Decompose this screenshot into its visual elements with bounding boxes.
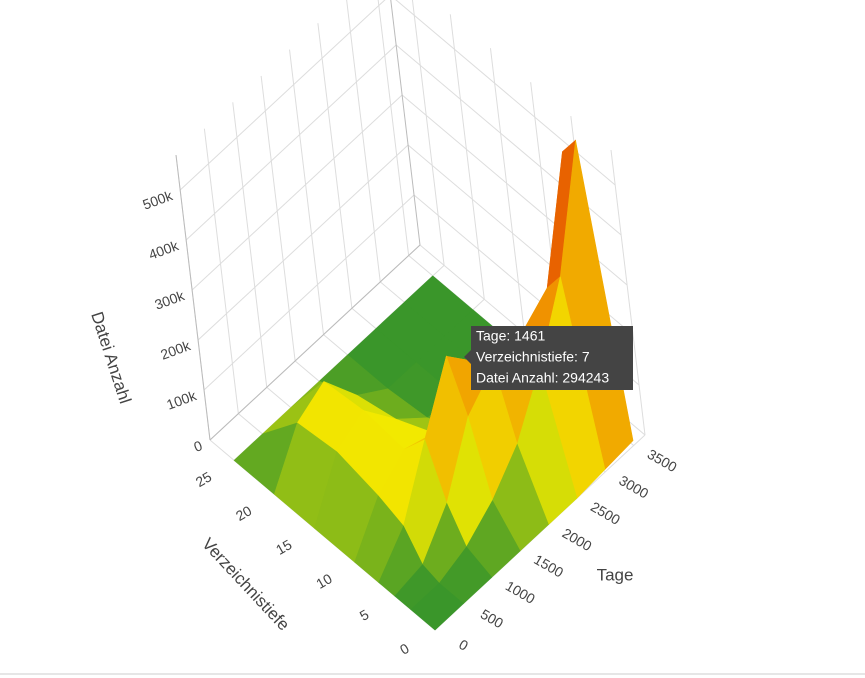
x-grid-line [289,49,325,335]
y-tick-label: 20 [233,502,255,524]
z-grid-line [191,94,403,291]
tooltip-pointer [464,350,471,364]
y-grid-line [489,48,525,334]
y-tick-label: 25 [193,468,215,490]
axis-edge [209,244,421,441]
x-axis-title: Tage [597,565,634,584]
x-grid-line [203,128,239,414]
tooltip-line: Tage: 1461 [476,328,545,344]
x-grid-line [346,0,381,282]
x-grid-line [260,75,296,362]
axis-edge [175,154,211,441]
y-grid-line [610,149,646,436]
tooltip-box [471,326,633,390]
y-grid-line [411,0,445,266]
x-grid-line [377,0,410,256]
tooltip-line: Datei Anzahl: 294243 [476,370,609,386]
tooltip-line: Verzeichnistiefe: 7 [476,349,590,365]
x-grid-line [317,23,353,309]
z-grid-line [203,194,415,391]
y-tick-label: 15 [273,536,295,558]
axis-edge [390,0,421,246]
z-grid-line [179,0,386,191]
surface-cell [410,582,464,631]
z-grid-line [185,44,397,241]
z-grid-line [197,144,409,341]
y-grid-line [449,14,485,300]
tooltip: Tage: 1461 Verzeichnistiefe: 7 Datei Anz… [464,326,633,390]
x-grid-line [232,102,268,388]
y-tick-label: 10 [313,570,335,592]
